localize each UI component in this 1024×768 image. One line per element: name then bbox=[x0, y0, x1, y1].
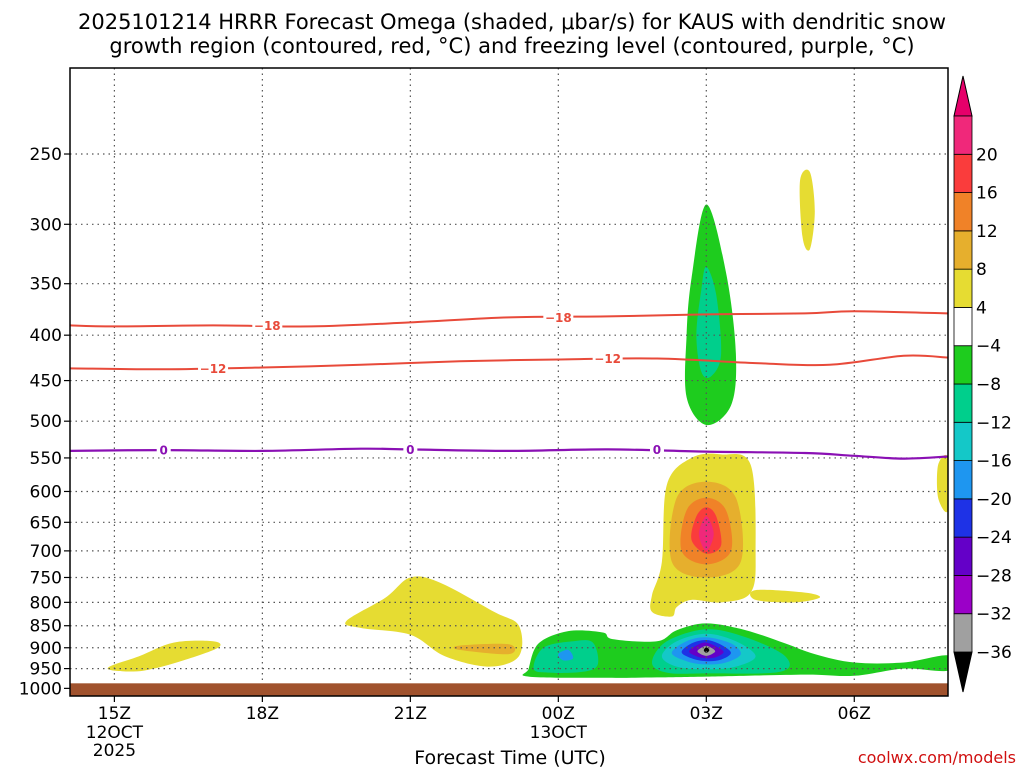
y-tick-label: 350 bbox=[30, 275, 62, 295]
omega-region-9 bbox=[799, 169, 815, 251]
omega-region-22 bbox=[703, 647, 710, 653]
x-tick-label: 03Z bbox=[690, 704, 723, 724]
contour-label-bg bbox=[403, 442, 418, 457]
y-tick-label: 250 bbox=[30, 145, 62, 165]
chart-title-line2: growth region (contoured, red, °C) and f… bbox=[109, 34, 914, 58]
colorbar-swatch bbox=[953, 536, 973, 576]
colorbar-label: 12 bbox=[976, 222, 998, 242]
y-tick-label: 1000 bbox=[19, 679, 62, 699]
x-tick-label: 18Z bbox=[246, 704, 279, 724]
contour-label: −12 bbox=[594, 352, 621, 366]
colorbar-label: −4 bbox=[976, 337, 1001, 357]
contour-label-bg bbox=[649, 442, 664, 457]
colorbar-swatch bbox=[953, 421, 973, 461]
colorbar-label: −16 bbox=[976, 452, 1012, 472]
omega-region-7 bbox=[698, 516, 714, 551]
chart-title-line1: 2025101214 HRRR Forecast Omega (shaded, … bbox=[78, 10, 946, 34]
contour-label-bg bbox=[592, 351, 623, 366]
colorbar-swatch bbox=[953, 153, 973, 193]
y-tick-label: 550 bbox=[30, 449, 62, 469]
omega-region-10 bbox=[936, 454, 948, 513]
x-tick-sublabel: 2025 bbox=[93, 741, 136, 761]
colorbar-label: −20 bbox=[976, 490, 1012, 510]
contour-label: −18 bbox=[254, 319, 281, 333]
colorbar-swatch bbox=[953, 613, 973, 653]
colorbar-label: −24 bbox=[976, 528, 1012, 548]
omega-region-2 bbox=[453, 643, 516, 655]
colorbar-arrow-bottom bbox=[953, 651, 973, 693]
credit-text: coolwx.com/models bbox=[858, 748, 1016, 767]
x-tick-label: 15Z bbox=[98, 704, 131, 724]
y-tick-label: 300 bbox=[30, 215, 62, 235]
colorbar-swatch bbox=[953, 115, 973, 155]
x-tick-label: 00Z bbox=[542, 704, 575, 724]
omega-shading bbox=[107, 169, 948, 678]
ground-terrain bbox=[70, 683, 948, 696]
contour-label: −18 bbox=[545, 311, 572, 325]
colorbar-label: −28 bbox=[976, 566, 1012, 586]
temperature-contour-0 bbox=[70, 310, 948, 328]
omega-region-17 bbox=[558, 649, 574, 661]
plot-area: −18 −18 −12 −12 0 0 0 bbox=[70, 68, 948, 696]
contour-label: 0 bbox=[653, 443, 661, 457]
y-tick-label: 700 bbox=[30, 542, 62, 562]
colorbar-label: 16 bbox=[976, 184, 998, 204]
colorbar-swatch bbox=[953, 345, 973, 385]
colorbar-label: −8 bbox=[976, 375, 1001, 395]
colorbar-swatch bbox=[953, 460, 973, 500]
pressure-axis: 2503003504004505005506006507007508008509… bbox=[19, 145, 70, 699]
colorbar-swatch bbox=[953, 230, 973, 270]
colorbar: −36 −32 −28 −24 −20 −16 −12 −8 −4 4 8 12 16 20 bbox=[953, 75, 1012, 693]
contour-label: 0 bbox=[406, 443, 414, 457]
colorbar-swatch bbox=[953, 268, 973, 308]
colorbar-swatch bbox=[953, 383, 973, 423]
colorbar-label: 20 bbox=[976, 145, 998, 165]
colorbar-arrow-top bbox=[953, 75, 973, 117]
contour-label: −12 bbox=[200, 362, 227, 376]
colorbar-label: −36 bbox=[976, 643, 1012, 663]
y-tick-label: 450 bbox=[30, 372, 62, 392]
contour-label-bg bbox=[543, 310, 574, 325]
x-tick-sublabel: 13OCT bbox=[530, 723, 588, 743]
contour-label: 0 bbox=[160, 444, 168, 458]
colorbar-label: −32 bbox=[976, 605, 1012, 625]
plot-frame bbox=[69, 67, 949, 697]
contour-label-bg bbox=[198, 361, 229, 376]
colorbar-label: 8 bbox=[976, 260, 987, 280]
y-tick-label: 800 bbox=[30, 593, 62, 613]
x-axis-label: Forecast Time (UTC) bbox=[414, 747, 605, 768]
x-tick-label: 06Z bbox=[838, 704, 871, 724]
contour-label-bg bbox=[156, 443, 171, 458]
freezing-level-contour-2 bbox=[70, 447, 948, 460]
contour-lines: −18 −18 −12 −12 0 0 0 bbox=[70, 310, 948, 460]
contour-label-bg bbox=[252, 318, 283, 333]
omega-region-8 bbox=[750, 589, 821, 603]
y-tick-label: 750 bbox=[30, 568, 62, 588]
omega-region-1 bbox=[345, 576, 523, 667]
colorbar-swatch bbox=[953, 575, 973, 615]
x-tick-label: 21Z bbox=[394, 704, 427, 724]
x-tick-sublabel: 12OCT bbox=[86, 723, 144, 743]
y-tick-label: 850 bbox=[30, 617, 62, 637]
y-tick-label: 500 bbox=[30, 412, 62, 432]
omega-region-0 bbox=[107, 640, 221, 672]
y-tick-label: 600 bbox=[30, 482, 62, 502]
plot-background bbox=[70, 68, 948, 696]
colorbar-swatch bbox=[953, 498, 973, 538]
y-tick-label: 900 bbox=[30, 639, 62, 659]
colorbar-swatch bbox=[953, 307, 973, 347]
y-tick-label: 650 bbox=[30, 513, 62, 533]
colorbar-label: 4 bbox=[976, 298, 987, 318]
y-tick-label: 400 bbox=[30, 326, 62, 346]
y-tick-label: 950 bbox=[30, 660, 62, 680]
omega-region-12 bbox=[696, 266, 722, 379]
colorbar-swatch bbox=[953, 192, 973, 232]
colorbar-label: −12 bbox=[976, 413, 1012, 433]
